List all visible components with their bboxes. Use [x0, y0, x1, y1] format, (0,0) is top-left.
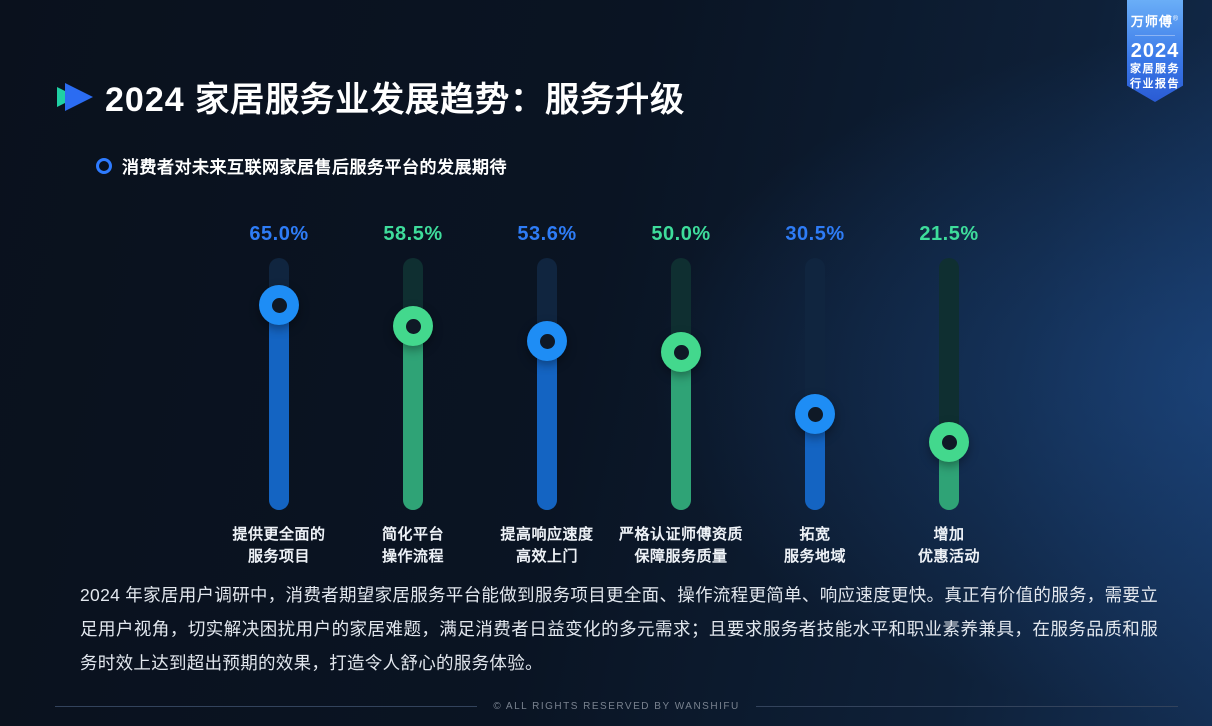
category-label: 提高响应速度 高效上门 — [500, 526, 594, 565]
slider-fill — [537, 341, 557, 510]
value-label: 53.6% — [517, 223, 577, 245]
slider-knob — [661, 332, 701, 372]
slider-track — [929, 258, 969, 510]
slider-track — [795, 258, 835, 510]
category-label: 简化平台 操作流程 — [381, 526, 444, 565]
expectation-slider-chart: 65.0% 提供更全面的 服务项目 58.5% 简化平台 操作流程 53.6% 提高响应速度高… — [212, 222, 1016, 568]
slider-column: 58.5% 简化平台 操作流程 — [346, 222, 480, 568]
slider-knob — [259, 285, 299, 325]
slider-column: 21.5% 增加 优惠活动 — [882, 222, 1016, 568]
badge-report-line2: 行业报告 — [1130, 78, 1180, 90]
slider-knob — [795, 394, 835, 434]
slider-knob — [393, 306, 433, 346]
badge-divider — [1135, 35, 1175, 36]
commentary-paragraph: 2024 年家居用户调研中，消费者期望家居服务平台能做到服务项目更全面、操作流程… — [80, 585, 1159, 673]
copyright-text: © ALL RIGHTS RESERVED BY WANSHIFU — [493, 701, 740, 712]
badge-year: 2024 — [1130, 40, 1180, 62]
slider-column: 65.0% 提供更全面的 服务项目 — [212, 222, 346, 568]
slider-column: 50.0% 严格认证师傅资质 保障服务质量 — [614, 222, 748, 568]
footer: © ALL RIGHTS RESERVED BY WANSHIFU — [55, 701, 1178, 712]
slider-fill — [671, 352, 691, 510]
badge-report-line1: 家居服务 — [1130, 63, 1180, 75]
slider-column: 53.6% 提高响应速度 高效上门 — [480, 222, 614, 568]
value-label: 58.5% — [383, 223, 443, 245]
page-title: 2024 家居服务业发展趋势：服务升级 — [105, 81, 686, 119]
header: 2024 家居服务业发展趋势：服务升级 — [55, 72, 685, 121]
brand-name: 万师傅® — [1127, 11, 1183, 30]
brand-name-text: 万师傅 — [1130, 14, 1173, 29]
slider — [346, 258, 480, 510]
slider — [614, 258, 748, 510]
category-label: 增加 优惠活动 — [917, 526, 980, 565]
slider-fill — [403, 326, 423, 510]
value-label: 65.0% — [249, 223, 309, 245]
category-label: 提供更全面的 服务项目 — [232, 526, 326, 565]
slider — [882, 258, 1016, 510]
slider — [212, 258, 346, 510]
slider-track — [661, 258, 701, 510]
value-label: 30.5% — [785, 223, 845, 245]
slider-knob — [929, 422, 969, 462]
section-header: 消费者对未来互联网家居售后服务平台的发展期待 — [96, 153, 507, 178]
double-arrow-icon — [57, 82, 93, 111]
slider-track — [393, 258, 433, 510]
value-label: 21.5% — [919, 223, 979, 245]
slider-knob — [527, 321, 567, 361]
slider — [480, 258, 614, 510]
value-label: 50.0% — [651, 223, 711, 245]
slider-track — [259, 258, 299, 510]
slider-track — [527, 258, 567, 510]
slider — [748, 258, 882, 510]
slider-column: 30.5% 拓宽 服务地域 — [748, 222, 882, 568]
circle-bullet-icon — [96, 157, 112, 174]
slider-fill — [269, 305, 289, 510]
footer-divider-right — [755, 706, 1178, 707]
registered-trademark-icon: ® — [1172, 15, 1180, 23]
category-label: 拓宽 服务地域 — [783, 526, 846, 565]
slider-fill — [805, 414, 825, 510]
footer-divider-left — [55, 706, 478, 707]
category-label: 严格认证师傅资质 保障服务质量 — [618, 526, 743, 565]
section-subtitle: 消费者对未来互联网家居售后服务平台的发展期待 — [122, 158, 507, 177]
brand-badge: 万师傅® 2024 家居服务 行业报告 — [1127, 0, 1183, 102]
